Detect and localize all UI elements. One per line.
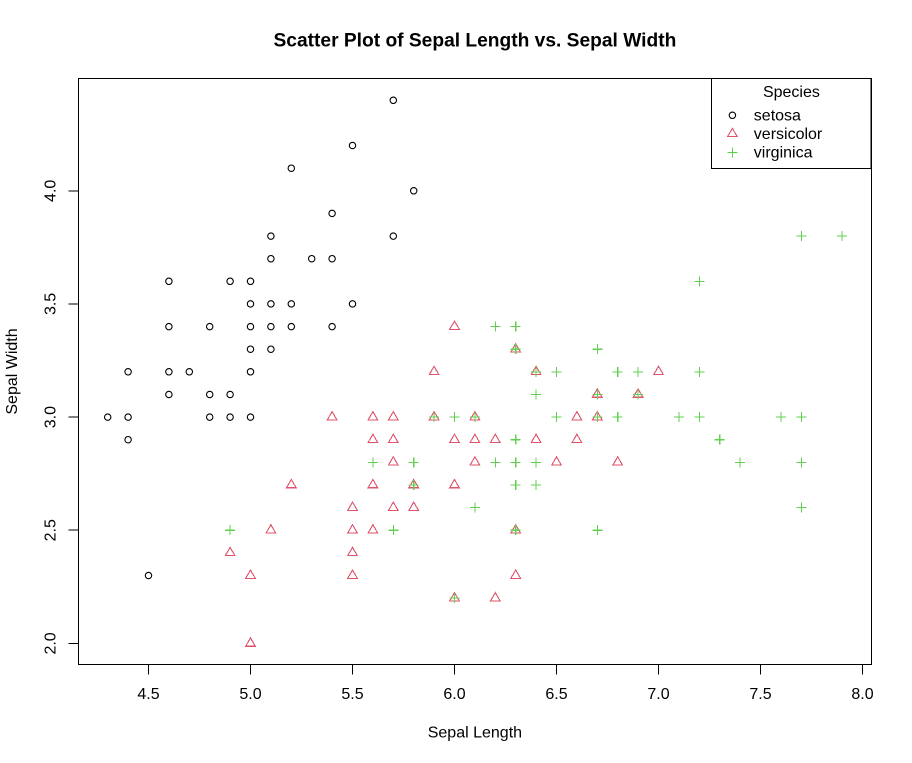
svg-text:4.5: 4.5 xyxy=(137,686,159,703)
svg-text:2.5: 2.5 xyxy=(43,519,60,541)
svg-text:Sepal Width: Sepal Width xyxy=(4,328,21,414)
svg-text:versicolor: versicolor xyxy=(754,126,823,143)
svg-text:7.5: 7.5 xyxy=(749,686,771,703)
svg-text:setosa: setosa xyxy=(754,107,801,124)
svg-text:6.0: 6.0 xyxy=(443,686,465,703)
svg-text:2.0: 2.0 xyxy=(43,632,60,654)
svg-text:5.5: 5.5 xyxy=(341,686,363,703)
svg-text:6.5: 6.5 xyxy=(545,686,567,703)
svg-text:virginica: virginica xyxy=(754,145,813,162)
svg-text:5.0: 5.0 xyxy=(239,686,261,703)
svg-text:3.0: 3.0 xyxy=(43,406,60,428)
svg-text:8.0: 8.0 xyxy=(851,686,873,703)
svg-text:7.0: 7.0 xyxy=(647,686,669,703)
svg-text:Species: Species xyxy=(763,84,820,101)
svg-text:3.5: 3.5 xyxy=(43,293,60,315)
svg-text:Scatter Plot of Sepal Length v: Scatter Plot of Sepal Length vs. Sepal W… xyxy=(273,31,676,52)
svg-text:4.0: 4.0 xyxy=(43,180,60,202)
svg-text:Sepal Length: Sepal Length xyxy=(428,725,522,742)
